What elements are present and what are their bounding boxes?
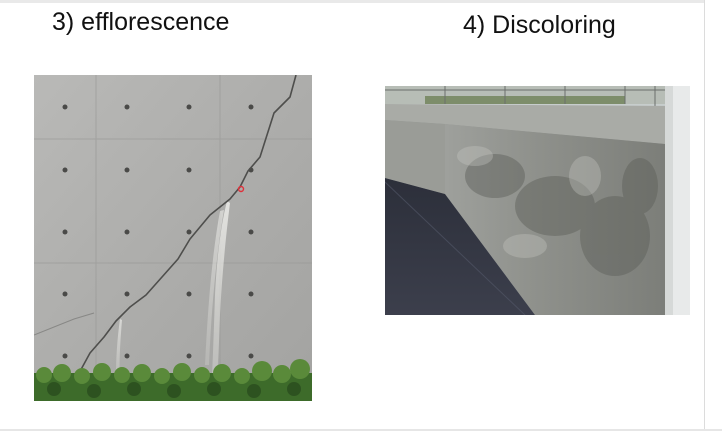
- efflorescence-photo: [34, 75, 312, 401]
- caption-efflorescence: 3) efflorescence: [52, 8, 230, 36]
- right-scroll-gutter: [704, 0, 722, 431]
- concrete-retaining-wall-discoloring-photo: [385, 86, 690, 315]
- caption-discoloring: 4) Discoloring: [463, 11, 616, 39]
- top-border: [0, 0, 722, 3]
- discoloring-photo: [385, 86, 690, 315]
- bottom-border: [0, 429, 722, 431]
- concrete-wall-efflorescence-photo: [34, 75, 312, 401]
